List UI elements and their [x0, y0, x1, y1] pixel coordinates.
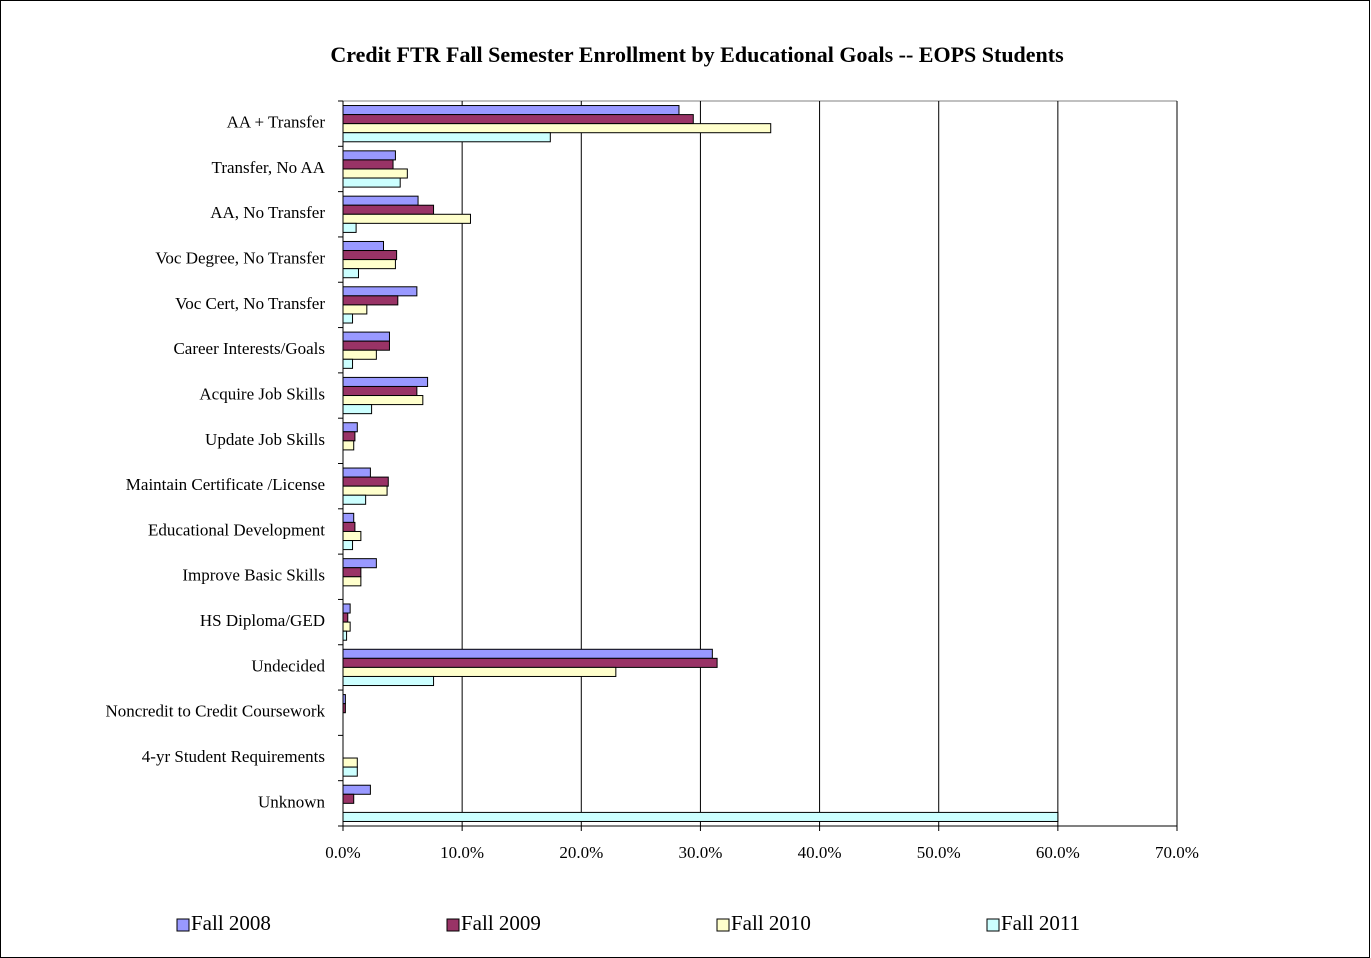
y-tick-label: Voc Degree, No Transfer: [155, 249, 325, 268]
legend-label: Fall 2008: [191, 911, 271, 935]
bar: [342, 340, 390, 351]
bar: [342, 630, 348, 641]
y-tick-label: Unknown: [258, 792, 326, 811]
bar: [342, 331, 390, 342]
legend-swatch: [986, 918, 1000, 932]
x-tick-label: 10.0%: [440, 843, 484, 862]
y-tick-label: AA + Transfer: [227, 113, 326, 132]
bar: [342, 567, 362, 578]
bar: [342, 666, 617, 677]
x-tick-label: 70.0%: [1155, 843, 1199, 862]
x-tick-label: 50.0%: [917, 843, 961, 862]
bar: [342, 385, 418, 397]
x-tick-label: 40.0%: [798, 843, 842, 862]
bar: [342, 313, 354, 324]
y-tick-label: 4-yr Student Requirements: [142, 747, 325, 766]
bar: [342, 485, 388, 496]
bar: [342, 204, 435, 215]
y-tick-label: Noncredit to Credit Coursework: [105, 702, 325, 721]
x-tick-label: 30.0%: [678, 843, 722, 862]
bar: [342, 304, 368, 315]
bar: [342, 213, 471, 224]
x-tick-label: 0.0%: [325, 843, 360, 862]
bar: [342, 766, 358, 777]
legend-label: Fall 2011: [1001, 911, 1080, 935]
bar: [342, 250, 398, 261]
bar: [342, 467, 371, 478]
bar: [342, 494, 367, 505]
bar: [342, 757, 358, 768]
bar: [342, 784, 371, 795]
bar: [342, 105, 680, 116]
bar: [342, 431, 356, 442]
bar: [342, 476, 389, 487]
bar: [342, 648, 713, 659]
y-tick-label: Improve Basic Skills: [182, 566, 325, 585]
y-tick-label: Educational Development: [148, 520, 325, 539]
bar: [342, 295, 399, 306]
bar: [342, 195, 419, 206]
bar: [342, 395, 424, 406]
bar: [342, 558, 377, 569]
bar: [342, 376, 429, 387]
y-tick-label: AA, No Transfer: [210, 203, 325, 222]
bar: [342, 422, 358, 433]
bar: [342, 286, 418, 297]
legend-label: Fall 2010: [731, 911, 811, 935]
bar: [342, 114, 694, 125]
bar: [342, 123, 772, 134]
y-tick-label: Transfer, No AA: [212, 158, 326, 177]
bar: [342, 603, 351, 614]
legend-label: Fall 2009: [461, 911, 541, 935]
bar: [342, 132, 551, 143]
y-tick-label: Career Interests/Goals: [173, 339, 325, 358]
bar: [342, 675, 435, 687]
y-tick-label: HS Diploma/GED: [200, 611, 325, 630]
bar: [342, 540, 354, 551]
chart-title: Credit FTR Fall Semester Enrollment by E…: [330, 42, 1064, 67]
bar: [342, 159, 394, 170]
bar: [342, 530, 362, 542]
bar: [342, 358, 354, 369]
y-tick-label: Update Job Skills: [205, 430, 325, 449]
y-tick-label: Acquire Job Skills: [199, 384, 325, 403]
bar: [342, 150, 396, 161]
legend-swatch: [176, 918, 190, 932]
bar: [342, 404, 373, 415]
bar: [342, 222, 357, 233]
bar: [342, 576, 362, 587]
bar: [342, 512, 355, 523]
bar: [342, 240, 385, 252]
bar: [342, 259, 396, 270]
bar: [342, 793, 355, 804]
x-tick-label: 60.0%: [1036, 843, 1080, 862]
x-tick-label: 20.0%: [559, 843, 603, 862]
bar: [342, 621, 351, 632]
bar: [342, 168, 408, 179]
bar: [342, 694, 346, 705]
y-tick-label: Undecided: [251, 656, 325, 675]
bar: [342, 612, 349, 623]
bar: [342, 177, 401, 188]
bar: [342, 811, 1059, 822]
legend-swatch: [716, 918, 730, 932]
bar: [342, 268, 359, 279]
legend-swatch: [446, 918, 460, 932]
bar: [342, 521, 356, 532]
bar: [342, 440, 355, 451]
bar: [342, 657, 718, 668]
bar: [342, 349, 377, 360]
bar: [342, 703, 346, 714]
y-tick-label: Voc Cert, No Transfer: [175, 294, 325, 313]
y-tick-label: Maintain Certificate /License: [126, 475, 325, 494]
